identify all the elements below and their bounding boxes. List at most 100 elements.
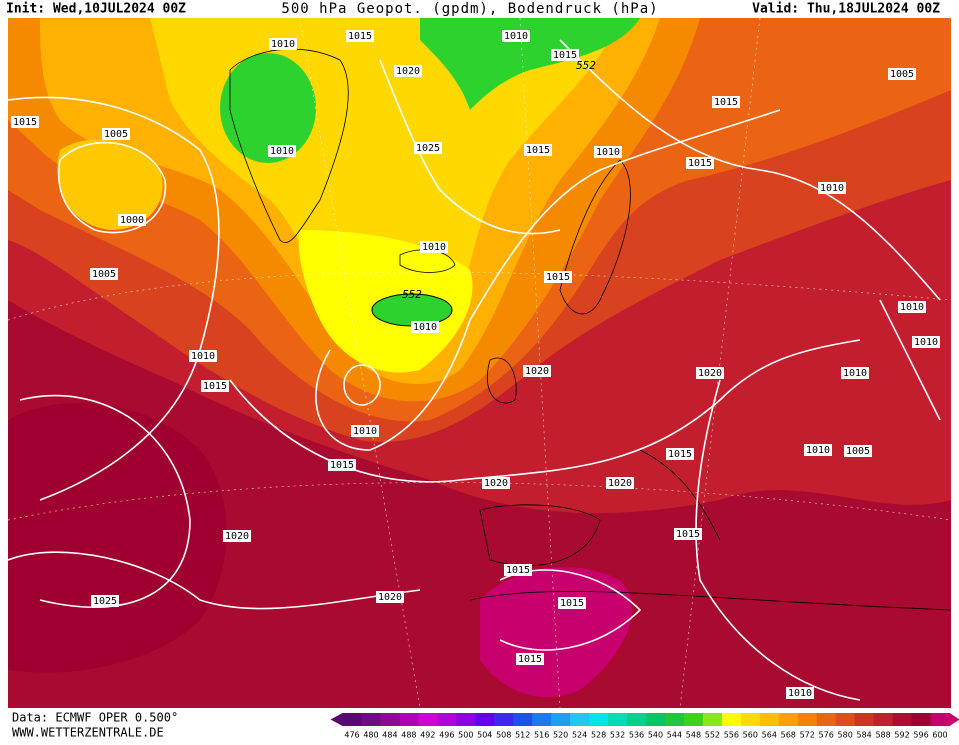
colorbar-label: 520 xyxy=(553,731,568,740)
website: WWW.WETTERZENTRALE.DE xyxy=(12,726,164,740)
isobar-label-box xyxy=(523,365,551,377)
isobar xyxy=(343,364,381,406)
colorbar-label: 512 xyxy=(515,731,530,740)
isobar-label-box xyxy=(414,142,442,154)
isobar-label-box xyxy=(912,336,940,348)
isobar-label: 1010 xyxy=(788,688,812,699)
isobar-label: 1015 xyxy=(668,449,692,460)
isobar xyxy=(58,141,167,234)
colorbar-swatch xyxy=(361,713,381,726)
isobar-label-box xyxy=(594,146,622,158)
isobar-label-box xyxy=(606,477,634,489)
colorbar-label: 504 xyxy=(477,731,492,740)
grid-parallel xyxy=(7,271,952,321)
init-time: Init: Wed,10JUL2024 00Z xyxy=(6,2,186,17)
isobar-label-box xyxy=(411,321,439,333)
isobar-label-box xyxy=(394,65,422,77)
colorbar-label: 480 xyxy=(363,731,378,740)
isobar-label: 1010 xyxy=(271,39,295,50)
coast-africa xyxy=(469,591,952,611)
isobar-label-box xyxy=(328,459,356,471)
isobar-label: 1015 xyxy=(13,117,37,128)
isobar-label-box xyxy=(118,214,146,226)
colorbar-swatch xyxy=(664,713,685,726)
colorbar-swatch xyxy=(646,713,666,726)
colorbar-swatch xyxy=(380,713,400,726)
isobar-label: 1015 xyxy=(518,654,542,665)
coast-iceland xyxy=(399,249,456,273)
map-title: 500 hPa Geopot. (gpdm), Bodendruck (hPa) xyxy=(281,1,658,17)
isobar-label: 1005 xyxy=(890,69,914,80)
isobar-label-box xyxy=(712,96,740,108)
colorbar-label: 540 xyxy=(648,731,663,740)
isobar-label: 1015 xyxy=(203,381,227,392)
isobar-label: 1010 xyxy=(191,351,215,362)
colorbar-swatch xyxy=(570,713,590,726)
colorbar-swatch xyxy=(437,713,457,726)
colorbar-label: 536 xyxy=(629,731,644,740)
colorbar-swatch xyxy=(532,713,552,726)
isobar-label-box xyxy=(90,268,118,280)
colorbar-label: 524 xyxy=(572,731,587,740)
colorbar-label: 572 xyxy=(800,731,815,740)
colorbar-swatch xyxy=(854,713,875,726)
isobar-label-box xyxy=(898,301,926,313)
isobar-label: 1010 xyxy=(843,368,867,379)
coast-italy xyxy=(639,449,721,541)
isobar-label-box xyxy=(558,597,586,609)
colorbar-arrow-left xyxy=(330,713,343,726)
isobar-label-box xyxy=(696,367,724,379)
isobar-label: 1015 xyxy=(348,31,372,42)
isobar-label: 1020 xyxy=(608,478,632,489)
colorbar-swatch xyxy=(835,713,856,726)
colorbar-swatch xyxy=(683,713,704,726)
isobar-label: 1005 xyxy=(92,269,116,280)
isobar-label-box xyxy=(674,528,702,540)
colorbar-label: 476 xyxy=(344,731,359,740)
isobar xyxy=(695,379,861,701)
colorbar-swatch xyxy=(778,713,799,726)
isobar-label: 1010 xyxy=(806,445,830,456)
colorbar-label: 564 xyxy=(762,731,777,740)
isobar-label: 1010 xyxy=(413,322,437,333)
colorbar-label: 488 xyxy=(401,731,416,740)
colorbar-label: 508 xyxy=(496,731,511,740)
isobar-label: 1015 xyxy=(560,598,584,609)
colorbar-label: 576 xyxy=(819,731,834,740)
colorbar-label: 560 xyxy=(743,731,758,740)
field-552-greenland xyxy=(220,53,316,163)
colorbar-label: 484 xyxy=(382,731,397,740)
isobar-label-box xyxy=(189,350,217,362)
colorbar: 476 480 484 488 492 496 500 504 508 512 516 520 524 5… xyxy=(330,713,959,740)
isobar-label: 1025 xyxy=(416,143,440,154)
colorbar-label: 600 xyxy=(932,731,947,740)
isobar-label-box xyxy=(516,653,544,665)
isobar-label: 1020 xyxy=(698,368,722,379)
colorbar-label: 500 xyxy=(458,731,473,740)
colorbar-swatch xyxy=(759,713,780,726)
isobar-label-box xyxy=(551,49,579,61)
isobar-label: 1015 xyxy=(526,145,550,156)
isobar-label-box xyxy=(524,144,552,156)
isobar-label: 1010 xyxy=(596,147,620,158)
colorbar-swatch xyxy=(797,713,818,726)
grid-meridian xyxy=(679,17,761,709)
colorbar-swatch xyxy=(816,713,837,726)
colorbar-label: 544 xyxy=(667,731,682,740)
colorbar-swatch xyxy=(513,713,533,726)
isobar-label-box xyxy=(223,530,251,542)
colorbar-label: 588 xyxy=(875,731,890,740)
isobar-label-box xyxy=(376,591,404,603)
coast-scandinavia xyxy=(559,159,631,315)
isobar-label-box xyxy=(351,425,379,437)
isobar-label-box xyxy=(268,145,296,157)
isobar-label: 1020 xyxy=(396,66,420,77)
colorbar-swatch xyxy=(475,713,495,726)
isobar-label: 1010 xyxy=(900,302,924,313)
colorbar-arrow-right xyxy=(949,713,959,726)
isobar-label: 1010 xyxy=(504,31,528,42)
isobar-label: 1010 xyxy=(422,242,446,253)
colorbar-label: 552 xyxy=(705,731,720,740)
